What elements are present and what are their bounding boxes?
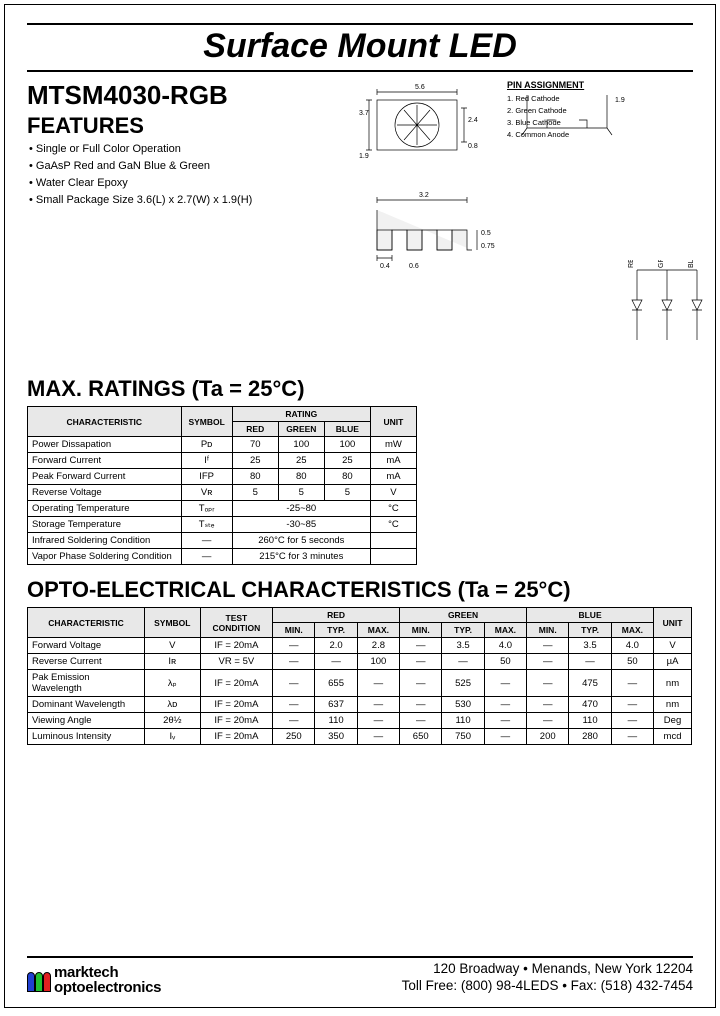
company-logo: marktech optoelectronics [27,965,161,995]
table-row: Forward VoltageVIF = 20mA—2.02.8—3.54.0—… [28,638,692,654]
max-ratings-table: CHARACTERISTICSYMBOLRATINGUNITREDGREENBL… [27,406,417,565]
max-ratings-heading: MAX. RATINGS (Ta = 25°C) [27,376,693,402]
content-area: MTSM4030-RGB FEATURES • Single or Full C… [5,80,715,745]
svg-text:RED: RED [628,260,635,268]
company-name: marktech optoelectronics [54,965,161,995]
pin-list: 1. Red Cathode2. Green Cathode3. Blue Ca… [507,93,584,141]
table-row: Viewing Angle2θ½IF = 20mA—110——110——110—… [28,713,692,729]
feature-item: • Single or Full Color Operation [29,141,337,158]
svg-text:BLUE: BLUE [688,260,695,268]
company-address: 120 Broadway • Menands, New York 12204 T… [402,961,693,995]
diagrams-area: 5.6 3.7 2.4 0.8 1.9 1.9 [337,80,693,370]
opto-heading: OPTO-ELECTRICAL CHARACTERISTICS (Ta = 25… [27,577,693,603]
table-row: Forward CurrentIᶠ252525mA [28,453,417,469]
led-bar-icon [27,972,35,992]
footprint-diagram: 3.2 0.5 0.75 0.4 0.6 [357,190,497,280]
table-row: Vapor Phase Soldering Condition—215°C fo… [28,549,417,565]
left-column: MTSM4030-RGB FEATURES • Single or Full C… [27,80,337,370]
svg-text:5.6: 5.6 [415,84,425,91]
table-row: Reverse VoltageVʀ555V [28,485,417,501]
svg-text:1.9: 1.9 [615,97,625,104]
svg-text:3.2: 3.2 [419,192,429,199]
led-bar-icon [35,972,43,992]
pin-item: 3. Blue Cathode [507,117,584,129]
title-rule [27,70,693,72]
table-row: Storage TemperatureTₛₜₑ-30~85°C [28,517,417,533]
address-line2: Toll Free: (800) 98-4LEDS • Fax: (518) 4… [402,978,693,995]
svg-text:GREEN: GREEN [658,260,665,268]
pin-item: 2. Green Cathode [507,105,584,117]
table-row: Luminous IntensityIᵥIF = 20mA250350—6507… [28,729,692,745]
svg-text:0.5: 0.5 [481,230,491,237]
feature-item: • GaAsP Red and GaN Blue & Green [29,158,337,175]
svg-text:1.9: 1.9 [359,153,369,160]
pin-heading: PIN ASSIGNMENT [507,80,584,90]
pin-item: 4. Common Anode [507,129,584,141]
table-row: Infrared Soldering Condition—260°C for 5… [28,533,417,549]
svg-text:0.75: 0.75 [481,243,495,250]
package-top-diagram: 5.6 3.7 2.4 0.8 1.9 [357,80,487,170]
pin-item: 1. Red Cathode [507,93,584,105]
led-bars-icon [27,972,51,995]
features-list: • Single or Full Color Operation• GaAsP … [29,141,337,209]
table-row: Pak Emission WavelengthλₚIF = 20mA—655——… [28,670,692,697]
table-row: Peak Forward CurrentIFP808080mA [28,469,417,485]
feature-item: • Small Package Size 3.6(L) x 2.7(W) x 1… [29,192,337,209]
svg-text:0.4: 0.4 [380,263,390,270]
table-row: Dominant WavelengthλᴅIF = 20mA—637——530—… [28,697,692,713]
svg-text:0.8: 0.8 [468,143,478,150]
company-line2: optoelectronics [54,980,161,995]
top-section: MTSM4030-RGB FEATURES • Single or Full C… [27,80,693,370]
table-row: Reverse CurrentIʀVR = 5V——100——50——50µA [28,654,692,670]
diode-schematic: RED GREEN BLUE [617,260,716,350]
company-line1: marktech [54,965,161,980]
svg-text:3.7: 3.7 [359,110,369,117]
top-rule [27,23,693,25]
datasheet-page: Surface Mount LED MTSM4030-RGB FEATURES … [4,4,716,1008]
address-line1: 120 Broadway • Menands, New York 12204 [402,961,693,978]
page-title: Surface Mount LED [5,27,715,66]
footer: marktech optoelectronics 120 Broadway • … [27,956,693,995]
features-heading: FEATURES [27,113,337,139]
opto-table: CHARACTERISTICSYMBOLTEST CONDITIONREDGRE… [27,607,692,745]
pin-assignment: PIN ASSIGNMENT 1. Red Cathode2. Green Ca… [507,80,584,141]
part-number: MTSM4030-RGB [27,80,337,111]
svg-text:0.6: 0.6 [409,263,419,270]
table-row: Operating TemperatureTₒₚᵣ-25~80°C [28,501,417,517]
led-bar-icon [43,972,51,992]
feature-item: • Water Clear Epoxy [29,175,337,192]
svg-text:2.4: 2.4 [468,117,478,124]
table-row: Power DissapationPᴅ70100100mW [28,437,417,453]
